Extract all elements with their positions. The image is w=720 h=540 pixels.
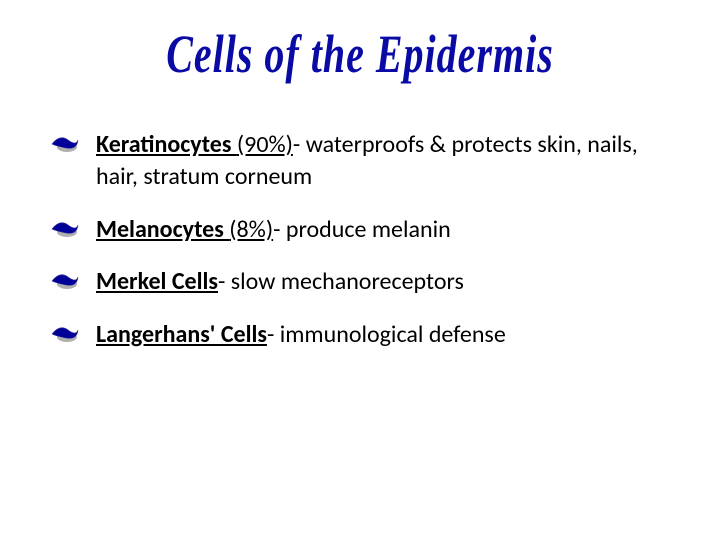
slide: Cells of the Epidermis Keratinocytes (90… [0, 0, 720, 540]
item-name-rest: (8%) [229, 215, 273, 244]
list-item: Keratinocytes (90%)- waterproofs & prote… [50, 129, 680, 194]
list-item: Merkel Cells- slow mechanoreceptors [50, 266, 680, 298]
slide-title: Cells of the Epidermis [40, 22, 680, 85]
item-desc: - produce melanin [273, 215, 451, 244]
item-name-rest: (90%) [237, 130, 293, 159]
bullet-list: Keratinocytes (90%)- waterproofs & prote… [40, 129, 680, 351]
bullet-swirl-icon [50, 216, 80, 238]
item-name-bold: Keratinocytes [96, 130, 237, 159]
bullet-swirl-icon [50, 268, 80, 290]
list-item: Langerhans' Cells- immunological defense [50, 319, 680, 351]
bullet-swirl-icon [50, 321, 80, 343]
bullet-swirl-icon [50, 131, 80, 153]
item-name-bold: Melanocytes [96, 215, 229, 244]
item-name-bold: Langerhans' Cells [96, 320, 267, 349]
item-desc: - slow mechanoreceptors [218, 267, 464, 296]
item-desc: - immunological defense [267, 320, 506, 349]
item-name-bold: Merkel Cells [96, 267, 218, 296]
list-item: Melanocytes (8%)- produce melanin [50, 214, 680, 246]
